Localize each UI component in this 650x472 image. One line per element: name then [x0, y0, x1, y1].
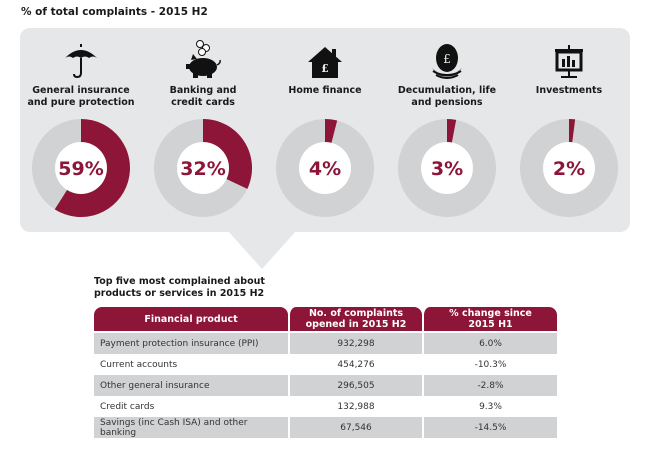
donut-value-label: 4% — [309, 158, 341, 180]
donut-hole — [177, 142, 229, 194]
cell-product: Payment protection insurance (PPI) — [94, 331, 288, 354]
cell-product: Other general insurance — [94, 375, 288, 396]
category-label: Decumulation, life — [397, 85, 497, 96]
donut-hole — [543, 142, 595, 194]
complaints-table: Financial product No. of complaints opene… — [94, 307, 557, 438]
cell-product: Current accounts — [94, 354, 288, 375]
donut-value-label: 32% — [180, 158, 225, 180]
table-row: Payment protection insurance (PPI) 932,2… — [94, 331, 557, 354]
piggy-bank-icon — [142, 36, 264, 80]
table-header-row: Financial product No. of complaints opene… — [94, 307, 557, 331]
chart-title: % of total complaints - 2015 H2 — [21, 6, 208, 18]
category-label: Investments — [535, 85, 603, 96]
category-label: and pure protection — [27, 97, 135, 108]
svg-text:£: £ — [443, 52, 451, 66]
table-row: Savings (inc Cash ISA) and other banking… — [94, 417, 557, 438]
column-header-product: Financial product — [94, 307, 288, 331]
donut-hole — [55, 142, 107, 194]
category-general-insurance: General insurance and pure protection — [20, 36, 142, 109]
cell-change: -2.8% — [422, 375, 557, 396]
category-label: Banking and — [169, 85, 237, 96]
category-decumulation: £ Decumulation, life and pensions — [386, 36, 508, 109]
svg-text:£: £ — [321, 62, 329, 75]
table-row: Current accounts 454,276 -10.3% — [94, 354, 557, 375]
panel-pointer — [228, 231, 296, 269]
donut-value-label: 59% — [58, 158, 103, 180]
cell-complaints: 454,276 — [288, 354, 422, 375]
table-title: Top five most complained about products o… — [94, 276, 265, 300]
category-label: credit cards — [171, 97, 235, 108]
donut-value-label: 2% — [553, 158, 585, 180]
cell-change: -14.5% — [422, 417, 557, 438]
category-label: and pensions — [411, 97, 483, 108]
category-banking: Banking and credit cards — [142, 36, 264, 109]
cell-complaints: 932,298 — [288, 331, 422, 354]
category-label: General insurance — [32, 85, 130, 96]
cell-complaints: 296,505 — [288, 375, 422, 396]
table-row: Other general insurance 296,505 -2.8% — [94, 375, 557, 396]
cell-product: Savings (inc Cash ISA) and other banking — [94, 417, 288, 438]
column-header-complaints: No. of complaints opened in 2015 H2 — [288, 307, 422, 331]
nest-egg-icon: £ — [386, 36, 508, 80]
donut-value-label: 3% — [431, 158, 463, 180]
category-home-finance: £ Home finance — [264, 36, 386, 97]
table-title-line1: Top five most complained about — [94, 276, 265, 287]
cell-change: 9.3% — [422, 396, 557, 417]
cell-product: Credit cards — [94, 396, 288, 417]
cell-complaints: 132,988 — [288, 396, 422, 417]
donut-hole — [421, 142, 473, 194]
presentation-chart-icon — [508, 36, 630, 80]
cell-change: -10.3% — [422, 354, 557, 375]
category-label: Home finance — [288, 85, 362, 96]
house-icon: £ — [264, 36, 386, 80]
table-row: Credit cards 132,988 9.3% — [94, 396, 557, 417]
category-investments: Investments — [508, 36, 630, 97]
cell-change: 6.0% — [422, 331, 557, 354]
table-title-line2: products or services in 2015 H2 — [94, 288, 265, 299]
column-header-change: % change since 2015 H1 — [422, 307, 557, 331]
cell-complaints: 67,546 — [288, 417, 422, 438]
donut-hole — [299, 142, 351, 194]
umbrella-icon — [20, 36, 142, 80]
